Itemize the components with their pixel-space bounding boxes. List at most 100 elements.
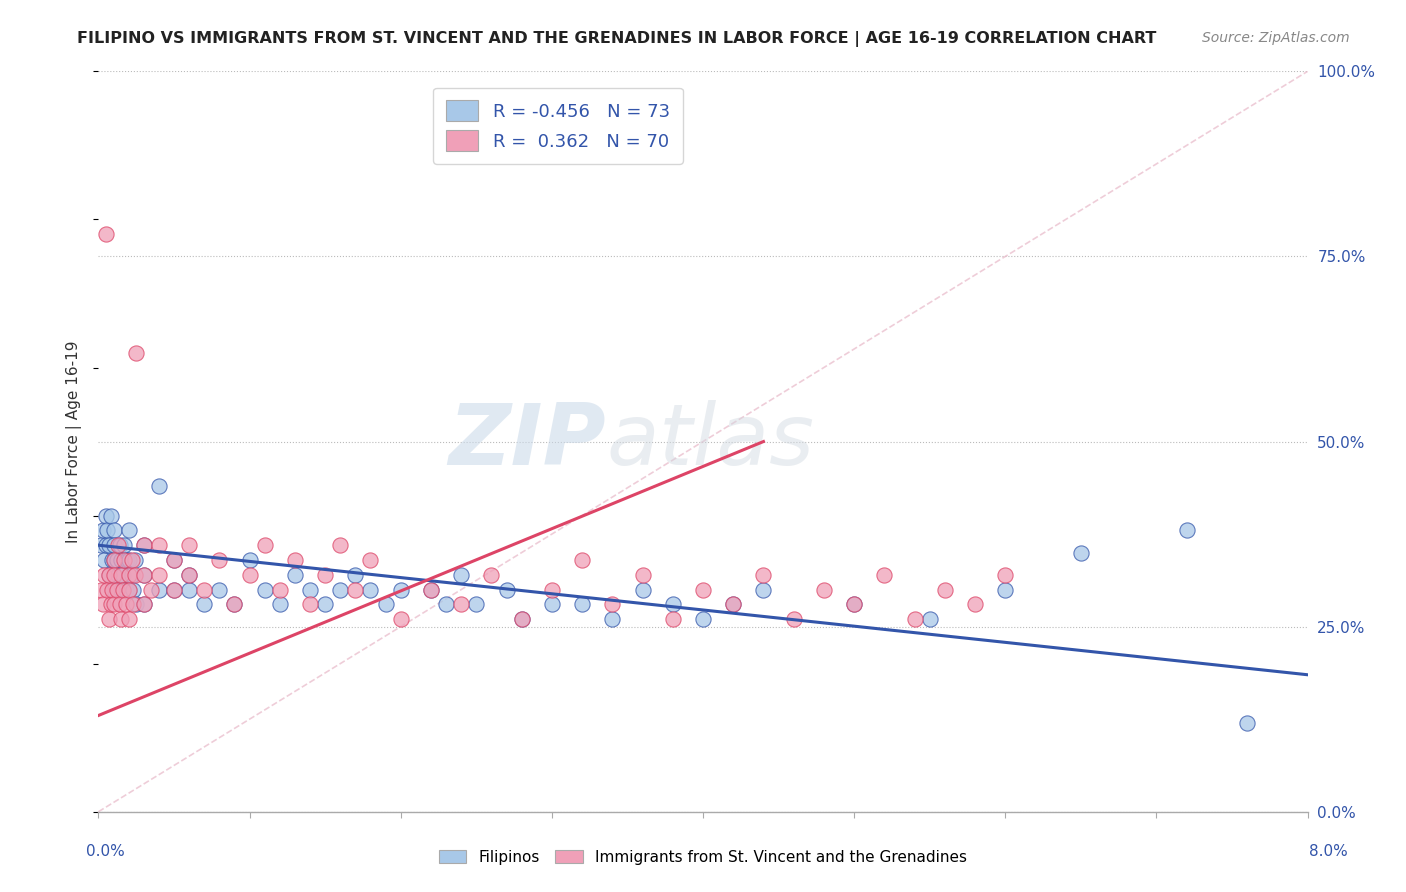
Point (179, 582, 201, 597)
Legend: R = -0.456   N = 73, R =  0.362   N = 70: R = -0.456 N = 73, R = 0.362 N = 70 (433, 87, 682, 164)
Point (314, 567, 336, 582)
Point (110, 567, 132, 582)
Point (344, 582, 367, 597)
Text: FILIPINO VS IMMIGRANTS FROM ST. VINCENT AND THE GRENADINES IN LABOR FORCE | AGE : FILIPINO VS IMMIGRANTS FROM ST. VINCENT … (77, 31, 1157, 47)
Y-axis label: In Labor Force | Age 16-19: In Labor Force | Age 16-19 (66, 340, 83, 543)
Point (98, 538, 121, 552)
Point (179, 538, 201, 552)
Point (132, 567, 155, 582)
Point (148, 582, 170, 597)
Point (481, 567, 503, 582)
Point (179, 567, 201, 582)
Text: Source: ZipAtlas.com: Source: ZipAtlas.com (1202, 31, 1350, 45)
Point (465, 598, 488, 612)
Point (918, 612, 941, 626)
Point (510, 612, 533, 626)
Point (103, 538, 125, 552)
Text: ZIP: ZIP (449, 400, 606, 483)
Point (111, 582, 134, 597)
Point (91, 524, 114, 538)
Point (510, 612, 533, 626)
Point (299, 582, 322, 597)
Point (132, 538, 155, 552)
Point (813, 582, 835, 597)
Point (163, 553, 186, 567)
Point (253, 538, 276, 552)
Point (118, 553, 141, 567)
Point (103, 598, 125, 612)
Point (110, 582, 132, 597)
Point (253, 582, 276, 597)
Point (873, 567, 896, 582)
Point (98, 567, 121, 582)
Point (114, 582, 136, 597)
Point (132, 538, 155, 552)
Text: atlas: atlas (606, 400, 814, 483)
Point (124, 567, 146, 582)
Point (723, 598, 745, 612)
Point (163, 582, 186, 597)
Point (121, 567, 143, 582)
Point (118, 582, 141, 597)
Point (93, 553, 115, 567)
Legend: Filipinos, Immigrants from St. Vincent and the Grenadines: Filipinos, Immigrants from St. Vincent a… (433, 844, 973, 871)
Point (94, 538, 117, 552)
Point (103, 553, 125, 567)
Point (118, 524, 141, 538)
Point (1175, 524, 1198, 538)
Point (90, 582, 112, 597)
Point (107, 567, 129, 582)
Point (284, 567, 307, 582)
Text: 0.0%: 0.0% (86, 845, 125, 859)
Point (132, 598, 155, 612)
Point (434, 598, 457, 612)
Point (148, 567, 170, 582)
Point (103, 524, 125, 538)
Point (450, 598, 472, 612)
Point (122, 598, 145, 612)
Point (752, 567, 775, 582)
Point (360, 553, 382, 567)
Point (100, 598, 122, 612)
Point (94, 508, 117, 523)
Point (115, 553, 138, 567)
Point (112, 538, 135, 552)
Point (208, 553, 231, 567)
Point (224, 598, 246, 612)
Point (239, 553, 262, 567)
Point (110, 612, 132, 626)
Point (1236, 715, 1258, 730)
Point (108, 538, 131, 552)
Point (122, 582, 145, 597)
Point (96, 582, 118, 597)
Point (904, 612, 927, 626)
Point (374, 598, 396, 612)
Point (101, 553, 124, 567)
Point (723, 598, 745, 612)
Point (124, 553, 146, 567)
Point (105, 553, 128, 567)
Point (540, 582, 562, 597)
Point (121, 553, 143, 567)
Point (1070, 546, 1092, 560)
Point (118, 582, 141, 597)
Point (148, 479, 170, 493)
Point (540, 598, 562, 612)
Point (132, 567, 155, 582)
Point (193, 598, 215, 612)
Point (96, 524, 118, 538)
Point (844, 598, 866, 612)
Point (224, 598, 246, 612)
Text: 8.0%: 8.0% (1309, 845, 1348, 859)
Point (208, 582, 231, 597)
Point (631, 567, 654, 582)
Point (420, 582, 443, 597)
Point (269, 582, 291, 597)
Point (103, 567, 125, 582)
Point (329, 582, 352, 597)
Point (269, 598, 291, 612)
Point (844, 598, 866, 612)
Point (284, 553, 307, 567)
Point (163, 582, 186, 597)
Point (193, 582, 215, 597)
